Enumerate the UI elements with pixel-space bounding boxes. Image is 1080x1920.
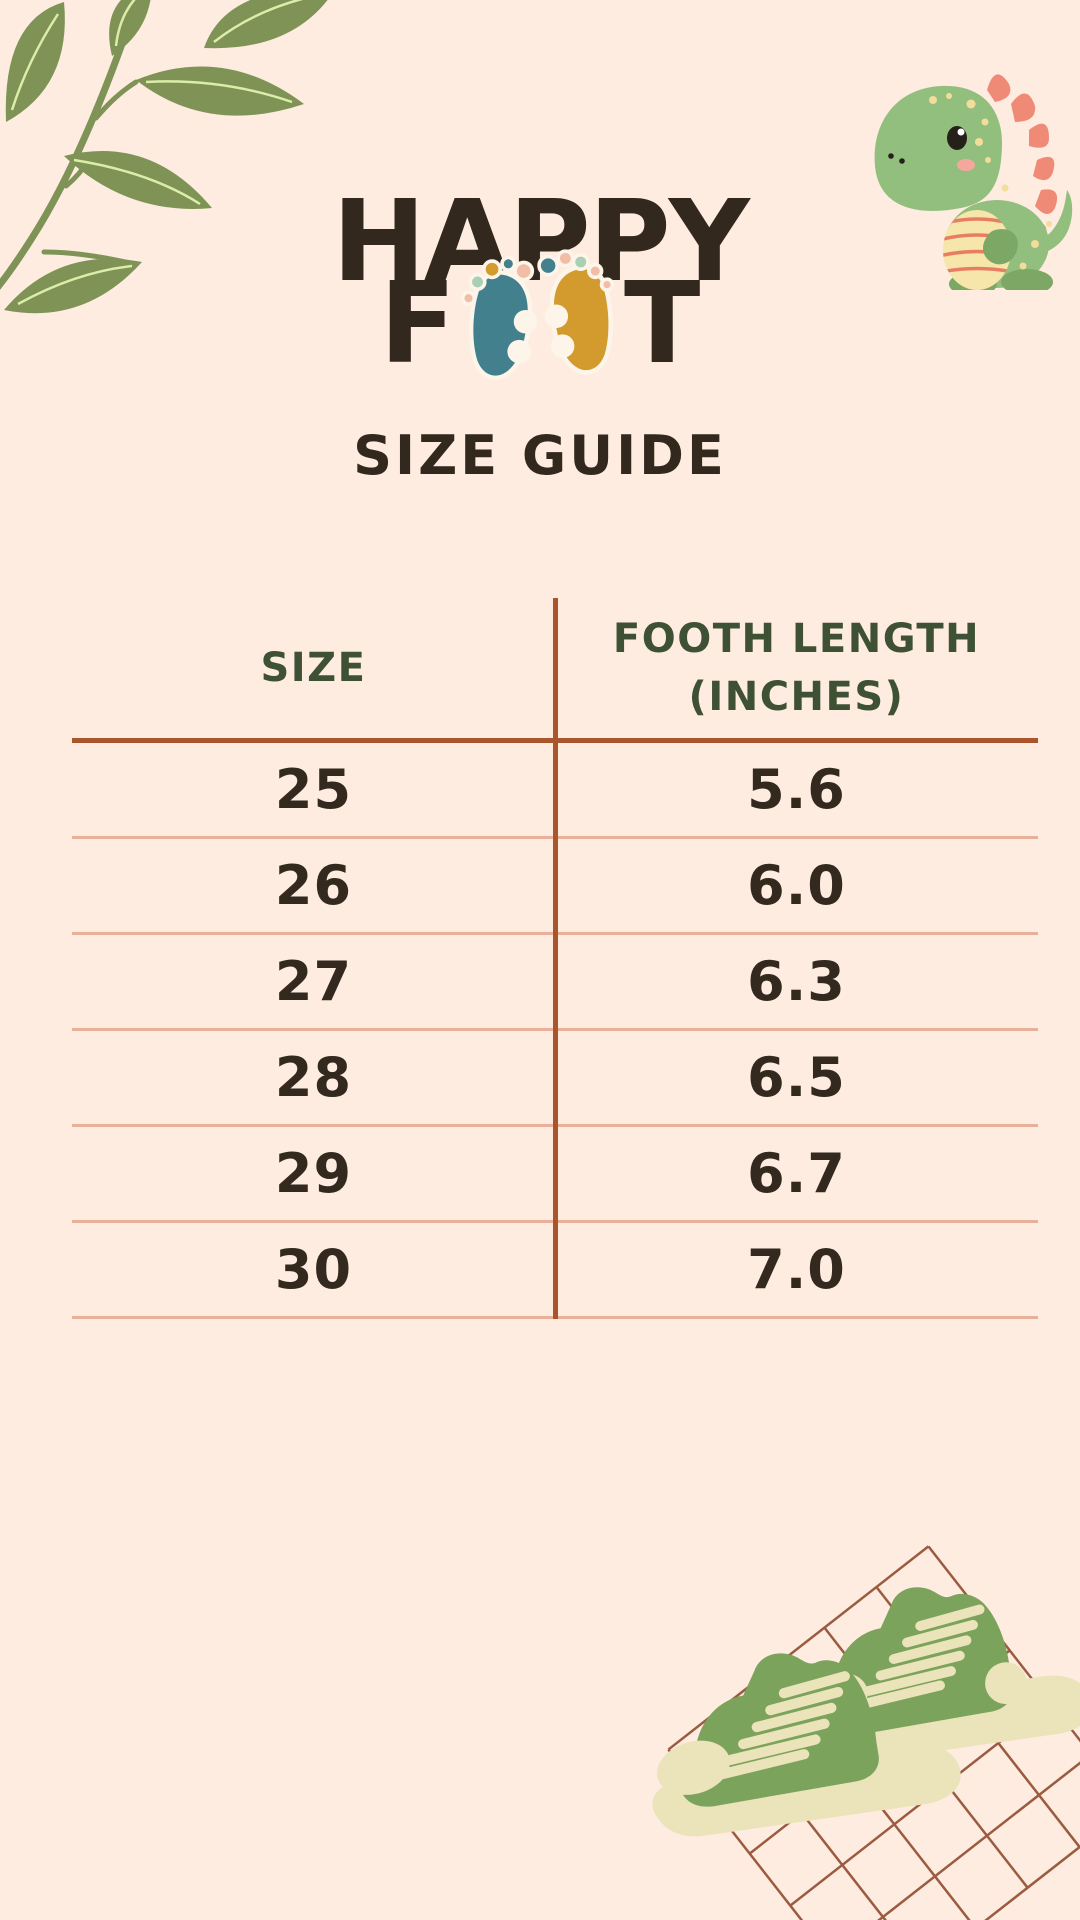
- column-header-length-line1: FOOTH LENGTH: [612, 616, 981, 662]
- length-cell: 5.6: [747, 758, 846, 821]
- length-cell: 6.3: [747, 950, 846, 1013]
- length-cell: 6.5: [747, 1046, 846, 1109]
- size-table: SIZE FOOTH LENGTH (INCHES) 25 5.6 26 6.0…: [72, 598, 1038, 1319]
- footprint-left: [460, 255, 538, 381]
- brand-letter-t: T: [624, 259, 701, 389]
- size-cell: 27: [274, 950, 353, 1013]
- size-cell: 26: [274, 854, 353, 917]
- table-header-row: SIZE FOOTH LENGTH (INCHES): [72, 598, 1038, 738]
- brand-word-feet: F: [0, 249, 1080, 413]
- table-column-divider: [552, 598, 558, 1319]
- sneakers-illustration: [630, 1545, 1080, 1920]
- dino-tail: [993, 190, 1073, 257]
- leaf-branch-illustration: [0, 0, 328, 314]
- dino-blush: [957, 159, 975, 171]
- brand-logo: HAPPY F: [0, 186, 1080, 413]
- column-header-length: FOOTH LENGTH (INCHES): [555, 610, 1038, 726]
- size-cell: 28: [274, 1046, 353, 1109]
- size-cell: 29: [274, 1142, 353, 1205]
- length-cell: 6.0: [747, 854, 846, 917]
- baby-footprints-icon: [460, 249, 615, 381]
- leaf-midribs: [10, 0, 304, 306]
- length-cell: 6.7: [747, 1142, 846, 1205]
- dino-nostril: [899, 158, 905, 164]
- dino-nostril: [888, 153, 894, 159]
- dino-eye: [947, 126, 967, 150]
- dino-spots: [929, 93, 1052, 270]
- length-cell: 7.0: [747, 1238, 846, 1301]
- sneaker-ankle-patch: [985, 1662, 1027, 1705]
- leaf-shapes: [4, 0, 328, 314]
- column-header-size: SIZE: [260, 645, 367, 691]
- column-header-length-line2: (INCHES): [688, 674, 905, 720]
- footprint-right: [537, 249, 615, 375]
- dinosaur-illustration: [874, 74, 1073, 290]
- size-cell: 30: [274, 1238, 353, 1301]
- table-row: 30 7.0: [72, 1223, 1038, 1319]
- dino-head: [874, 85, 1003, 212]
- table-row: 27 6.3: [72, 935, 1038, 1031]
- sneaker-back: [790, 1587, 1080, 1765]
- page-title: SIZE GUIDE: [353, 424, 727, 487]
- table-row: 25 5.6: [72, 743, 1038, 839]
- size-cell: 25: [274, 758, 353, 821]
- brand-word-happy: HAPPY: [332, 177, 750, 307]
- brand-letter-f: F: [379, 259, 457, 389]
- dino-foot: [1001, 269, 1053, 290]
- dino-arm: [983, 229, 1018, 265]
- dino-eye-glint: [957, 128, 965, 136]
